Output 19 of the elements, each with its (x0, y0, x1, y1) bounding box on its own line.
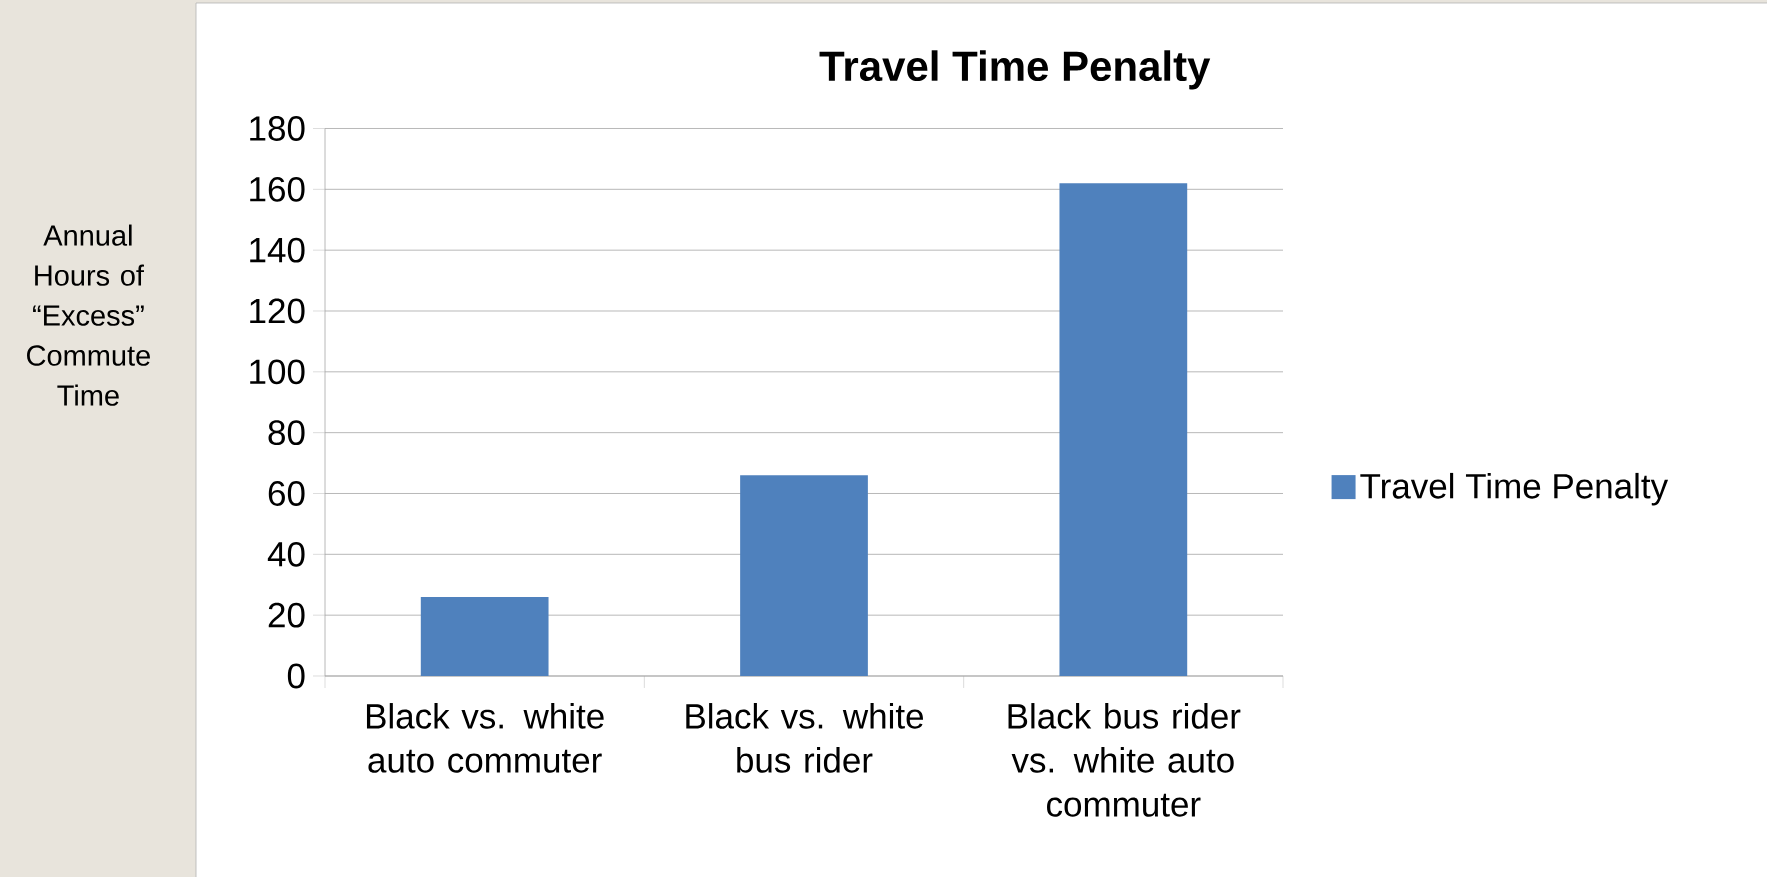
y-tick-label: 60 (268, 481, 305, 506)
y-tick-label: 0 (287, 663, 305, 689)
x-tick-label: Black vs. white bus rider (686, 703, 924, 773)
x-tick-label: Black vs. white auto commuter (366, 703, 604, 773)
x-tick-label: Black bus rider vs. white auto commuter (1008, 703, 1241, 817)
y-tick-label: 160 (250, 176, 305, 202)
bar (740, 475, 868, 676)
y-tick-label: 120 (250, 298, 305, 324)
chart-title: Travel Time Penalty (819, 50, 1211, 90)
legend-label: Travel Time Penalty (1360, 472, 1669, 506)
y-tick-label: 40 (267, 541, 305, 567)
y-tick-label: 20 (268, 602, 305, 628)
y-axis-title: Annual Hours of “Excess” Commute Time (27, 224, 150, 406)
y-tick-label: 140 (250, 237, 305, 263)
y-tick-label: 180 (250, 116, 305, 141)
bar (420, 596, 549, 676)
y-tick-label: 80 (268, 420, 305, 446)
bar (1059, 183, 1188, 676)
y-tick-label: 100 (250, 359, 305, 385)
